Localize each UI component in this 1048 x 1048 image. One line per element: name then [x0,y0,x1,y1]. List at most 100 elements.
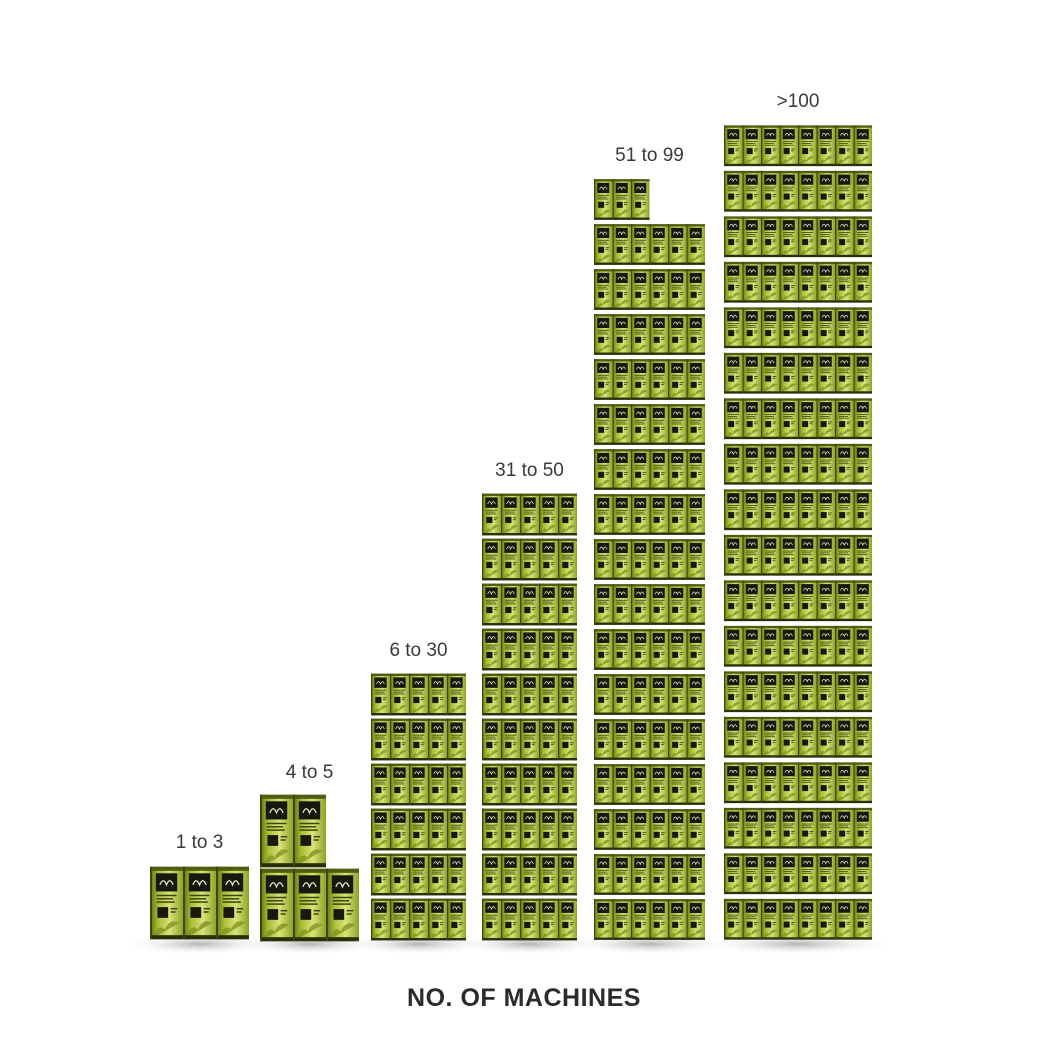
machine-icon [539,718,558,761]
machine-icon [501,808,520,851]
machine-icon [631,493,650,536]
machine-icon [835,488,854,531]
machine-icon [853,807,872,850]
machine-icon [742,807,761,850]
machine-icon [520,898,539,941]
machine-icon [558,628,577,671]
machine-icon [724,170,743,213]
machine-icon [150,865,183,941]
machine-icon [853,306,872,349]
machine-icon [520,853,539,896]
machine-icon [631,403,650,446]
machine-icon [724,352,743,395]
machine-icon [558,493,577,536]
machine-icon [742,852,761,895]
machine-icon [853,215,872,258]
machine-icon [686,718,705,761]
machine-icon [798,124,817,167]
machine-icon [520,763,539,806]
machine-icon [724,124,743,167]
machine-icon [539,898,558,941]
machine-icon [594,583,613,626]
category-label: 51 to 99 [615,145,684,166]
bar-4: 31 to 50 [456,460,603,955]
machine-icon [631,178,650,221]
machine-icon [447,763,466,806]
machine-icon [539,538,558,581]
machine-icon [520,718,539,761]
machine-icon [649,673,668,716]
machine-icon [594,313,613,356]
machine-icon [798,898,817,941]
machine-icon [371,718,390,761]
machine-icon [724,670,743,713]
machine-icon [835,170,854,213]
machine-icon [798,761,817,804]
machine-icon [501,718,520,761]
machine-icon [631,628,650,671]
machine-icon [631,853,650,896]
machine-icon [798,397,817,440]
machine-icon [482,628,501,671]
machine-icon [798,716,817,759]
machine-icon [558,673,577,716]
machine-icon [779,170,798,213]
machine-icon [631,898,650,941]
machine-icon [816,352,835,395]
machine-icon [742,397,761,440]
machine-icon [742,761,761,804]
machine-icon [501,898,520,941]
machine-icon [631,268,650,311]
machine-icon [428,718,447,761]
machine-icon [649,583,668,626]
machine-icon [631,673,650,716]
machine-icon [724,215,743,258]
machine-icon [761,261,780,304]
machine-icon [447,808,466,851]
machine-icon [594,763,613,806]
machine-icon [742,625,761,668]
machine-icon [668,493,687,536]
machine-icon [668,763,687,806]
machine-icon [612,853,631,896]
machine-icon [779,215,798,258]
machine-icon [539,673,558,716]
machine-icon [779,397,798,440]
machine-icon [631,583,650,626]
machine-icon [835,761,854,804]
machine-icon [742,579,761,622]
machine-icon [447,673,466,716]
machine-icon [853,170,872,213]
machine-icon [761,488,780,531]
machine-icon [501,673,520,716]
machine-icon [631,448,650,491]
machine-icon [724,397,743,440]
machine-icon [539,808,558,851]
machine-icon [520,493,539,536]
machine-icon [612,898,631,941]
machine-icon [816,170,835,213]
machine-icon [482,718,501,761]
machine-icon [594,673,613,716]
machine-icon [482,538,501,581]
machine-icon [724,534,743,577]
machine-icon [390,898,409,941]
machine-icon [668,403,687,446]
machine-icon [761,807,780,850]
machine-icon [371,808,390,851]
machine-icon [816,397,835,440]
machine-icon [501,583,520,626]
machine-icon [724,261,743,304]
machine-icon [686,763,705,806]
machine-icon [779,579,798,622]
machine-icon [612,358,631,401]
machine-icon [594,178,613,221]
machine-icon [835,124,854,167]
machine-icon [612,763,631,806]
machine-icon [649,403,668,446]
machine-icon [835,261,854,304]
machine-icon [539,628,558,671]
machine-icon [779,898,798,941]
machine-icon [668,313,687,356]
machine-icon [798,579,817,622]
